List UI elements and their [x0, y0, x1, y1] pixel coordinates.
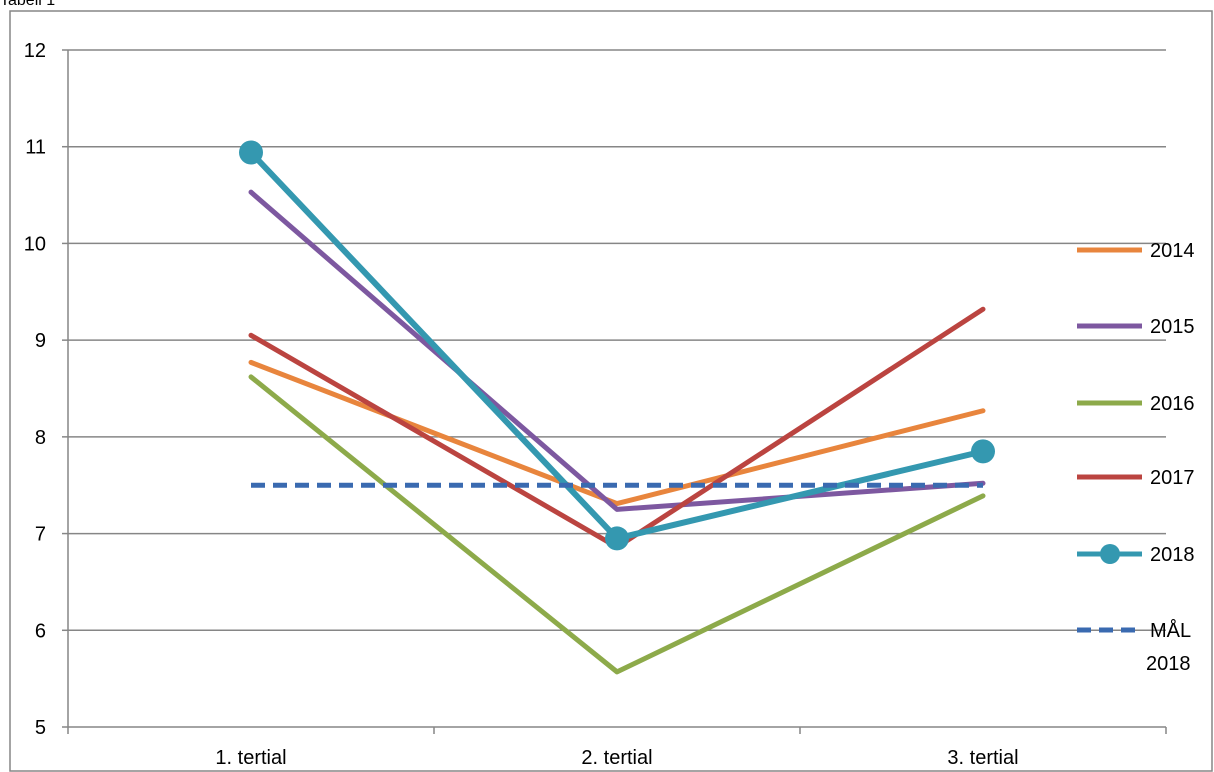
- data-point: [239, 140, 263, 165]
- legend: 2014 2015 2016 2017 2018 MÅL 2018: [1077, 240, 1195, 675]
- x-tick-label: 1. tertial: [215, 747, 286, 769]
- y-tick-label: 10: [24, 233, 46, 255]
- y-tick-label: 9: [35, 330, 46, 352]
- axes: 5 6 7 8 9 10 11 12 1. tertial 2. tertial 3. tertia…: [24, 40, 1167, 769]
- data-point: [971, 439, 995, 464]
- legend-label: 2018: [1150, 544, 1195, 566]
- legend-label: 2015: [1150, 316, 1195, 338]
- x-tick-label: 2. tertial: [581, 747, 652, 769]
- legend-label: 2014: [1150, 240, 1195, 262]
- x-tick-label: 3. tertial: [947, 747, 1018, 769]
- y-tick-label: 5: [35, 717, 46, 739]
- series-group: [239, 140, 995, 675]
- series-line: [248, 374, 986, 675]
- legend-label: 2017: [1150, 467, 1195, 489]
- series-line: [248, 189, 986, 512]
- y-tick-label: 7: [35, 524, 46, 546]
- y-tick-label: 8: [35, 427, 46, 449]
- chart-frame: [9, 10, 1213, 772]
- legend-label: 2016: [1150, 393, 1195, 415]
- y-tick-label: 6: [35, 620, 46, 642]
- legend-label: MÅL: [1150, 619, 1191, 642]
- table-caption: Tabell 1: [0, 0, 56, 9]
- legend-marker: [1100, 544, 1120, 564]
- series-line: [248, 359, 986, 507]
- y-tick-label: 11: [25, 137, 46, 159]
- data-point: [605, 526, 629, 551]
- legend-label: 2018: [1146, 653, 1191, 675]
- y-tick-label: 12: [24, 40, 46, 62]
